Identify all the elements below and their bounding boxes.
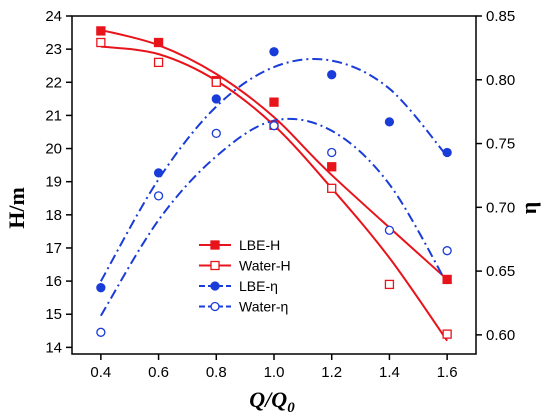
- marker-series-2-point: [153, 168, 164, 178]
- marker-series-0-point: [153, 37, 164, 48]
- marker-series-1-point: [384, 279, 395, 290]
- marker-series-0-point: [442, 274, 452, 285]
- y-right-tick-label: 0.75: [486, 136, 515, 153]
- y-axis-title-left: H/m: [4, 187, 29, 229]
- y-left-tick-label: 19: [45, 174, 62, 191]
- legend-label-1: Water-H: [239, 258, 291, 274]
- y-left-tick-label: 22: [45, 74, 62, 91]
- marker-series-3-point: [384, 225, 395, 235]
- fit-lines: [99, 28, 449, 342]
- y-left-tick-label: 21: [45, 107, 62, 124]
- x-tick-label: 1.4: [379, 364, 400, 381]
- marker-series-1-point: [327, 183, 337, 193]
- axes: 0.4 0.6 0.8 1.0 1.2 1.4 1.6 14 15 16 17 18 19 20 21 22 2…: [45, 8, 515, 381]
- marker-series-1-point: [96, 37, 106, 48]
- marker-series-1-point: [442, 329, 452, 339]
- x-axis-title-main: Q/Q: [249, 387, 287, 412]
- marker-series-2-point: [384, 117, 395, 127]
- marker-series-0-point: [327, 162, 337, 172]
- y-right-tick-label: 0.85: [486, 8, 515, 25]
- marker-series-1-point: [211, 77, 221, 87]
- y-left-tick-label: 24: [45, 8, 62, 25]
- y-left-tick-label: 23: [45, 41, 62, 58]
- legend-label-2: LBE-η: [239, 278, 278, 294]
- legend-label-0: LBE-H: [239, 237, 280, 253]
- y-left-tick-label: 14: [45, 339, 62, 356]
- marker-series-3-point: [442, 246, 452, 256]
- marker-series-3-point: [269, 121, 279, 131]
- marker-series-3-point: [211, 128, 221, 138]
- marker-series-2-point: [96, 283, 106, 293]
- y-right-tick-label: 0.70: [486, 199, 515, 216]
- legend-marker-3: [210, 301, 220, 312]
- legend-marker-1: [210, 260, 220, 271]
- x-tick-label: 0.6: [148, 364, 169, 381]
- legend-label-3: Water-η: [239, 299, 288, 315]
- marker-series-2-point: [211, 94, 221, 104]
- marker-series-3-point: [327, 147, 337, 158]
- x-tick-label: 1.0: [264, 364, 285, 381]
- y-right-tick-label: 0.65: [486, 263, 515, 280]
- marker-series-0-point: [96, 26, 106, 36]
- x-tick-label: 0.4: [90, 364, 111, 381]
- y-left-tick-label: 20: [45, 141, 62, 158]
- marker-series-2-point: [269, 47, 279, 57]
- x-tick-label: 0.8: [206, 364, 227, 381]
- x-axis-title-subscript: 0: [287, 400, 295, 416]
- marker-series-2-point: [442, 147, 452, 158]
- fit-line-series-3: [100, 117, 449, 317]
- marker-series-0-point: [269, 97, 279, 107]
- legend: LBE-H Water-H LBE-η Water-η: [199, 237, 291, 315]
- marker-series-3-point: [96, 327, 106, 337]
- x-axis-title: Q/Q0: [249, 387, 295, 416]
- fit-line-series-2: [99, 58, 448, 282]
- y-left-tick-label: 17: [45, 240, 62, 257]
- marker-series-2-point: [327, 70, 337, 80]
- y-left-tick-label: 16: [45, 273, 62, 290]
- x-tick-label: 1.2: [321, 364, 342, 381]
- y-right-tick-label: 0.60: [486, 327, 515, 344]
- marker-series-1-point: [153, 57, 164, 68]
- legend-marker-0: [210, 240, 220, 250]
- y-left-tick-label: 18: [45, 207, 62, 224]
- marker-series-3-point: [153, 191, 164, 201]
- y-left-tick-label: 15: [45, 306, 62, 323]
- data-markers: [96, 26, 452, 339]
- legend-marker-2: [210, 281, 220, 291]
- y-axis-title-right: η: [516, 202, 541, 215]
- x-tick-label: 1.6: [437, 364, 458, 381]
- y-right-tick-label: 0.80: [486, 72, 515, 89]
- fit-line-series-1: [100, 45, 448, 342]
